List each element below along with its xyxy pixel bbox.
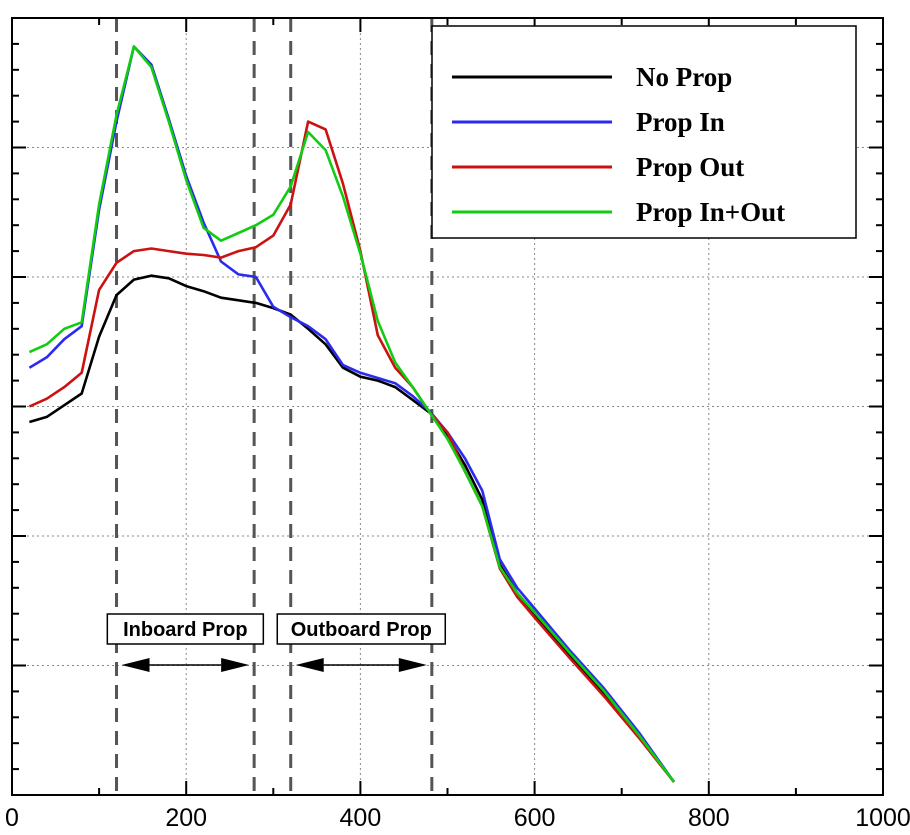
annotation-box: [106, 613, 265, 645]
legend-label-no-prop: No Prop: [636, 62, 732, 92]
legend: No Prop Prop In Prop Out Prop In+Out: [431, 25, 857, 239]
x-tick-label: 200: [165, 804, 207, 832]
series-line-no-prop: [29, 274, 676, 783]
boundary-lines: [115, 18, 434, 795]
x-tick-label: 0: [5, 804, 19, 832]
series-layer: [28, 45, 676, 783]
x-tick-label: 400: [340, 804, 382, 832]
annotation-label: Inboard Prop: [123, 619, 247, 641]
legend-box: [431, 25, 857, 239]
annotation-arrowhead-left: [295, 658, 324, 672]
legend-label-prop-in-out: Prop In+Out: [636, 197, 785, 227]
legend-label-prop-out: Prop Out: [636, 152, 744, 182]
series-line-prop-out: [28, 120, 676, 783]
series-line-prop-in-out: [28, 45, 676, 783]
annotations-layer: Inboard Prop Outboard Prop: [106, 613, 447, 672]
x-tick-label: 800: [688, 804, 730, 832]
annotation-label: Outboard Prop: [291, 619, 432, 641]
annotation-box: [276, 613, 447, 645]
legend-label-prop-in: Prop In: [636, 107, 725, 137]
x-tick-label: 600: [514, 804, 556, 832]
annotation-arrowhead-right: [398, 658, 427, 672]
axis-layer: 0 200 400 600 800 1000: [5, 17, 910, 832]
annotation-arrowhead-right: [221, 658, 250, 672]
annotation-arrowhead-left: [121, 658, 150, 672]
x-tick-label: 1000: [855, 804, 910, 832]
